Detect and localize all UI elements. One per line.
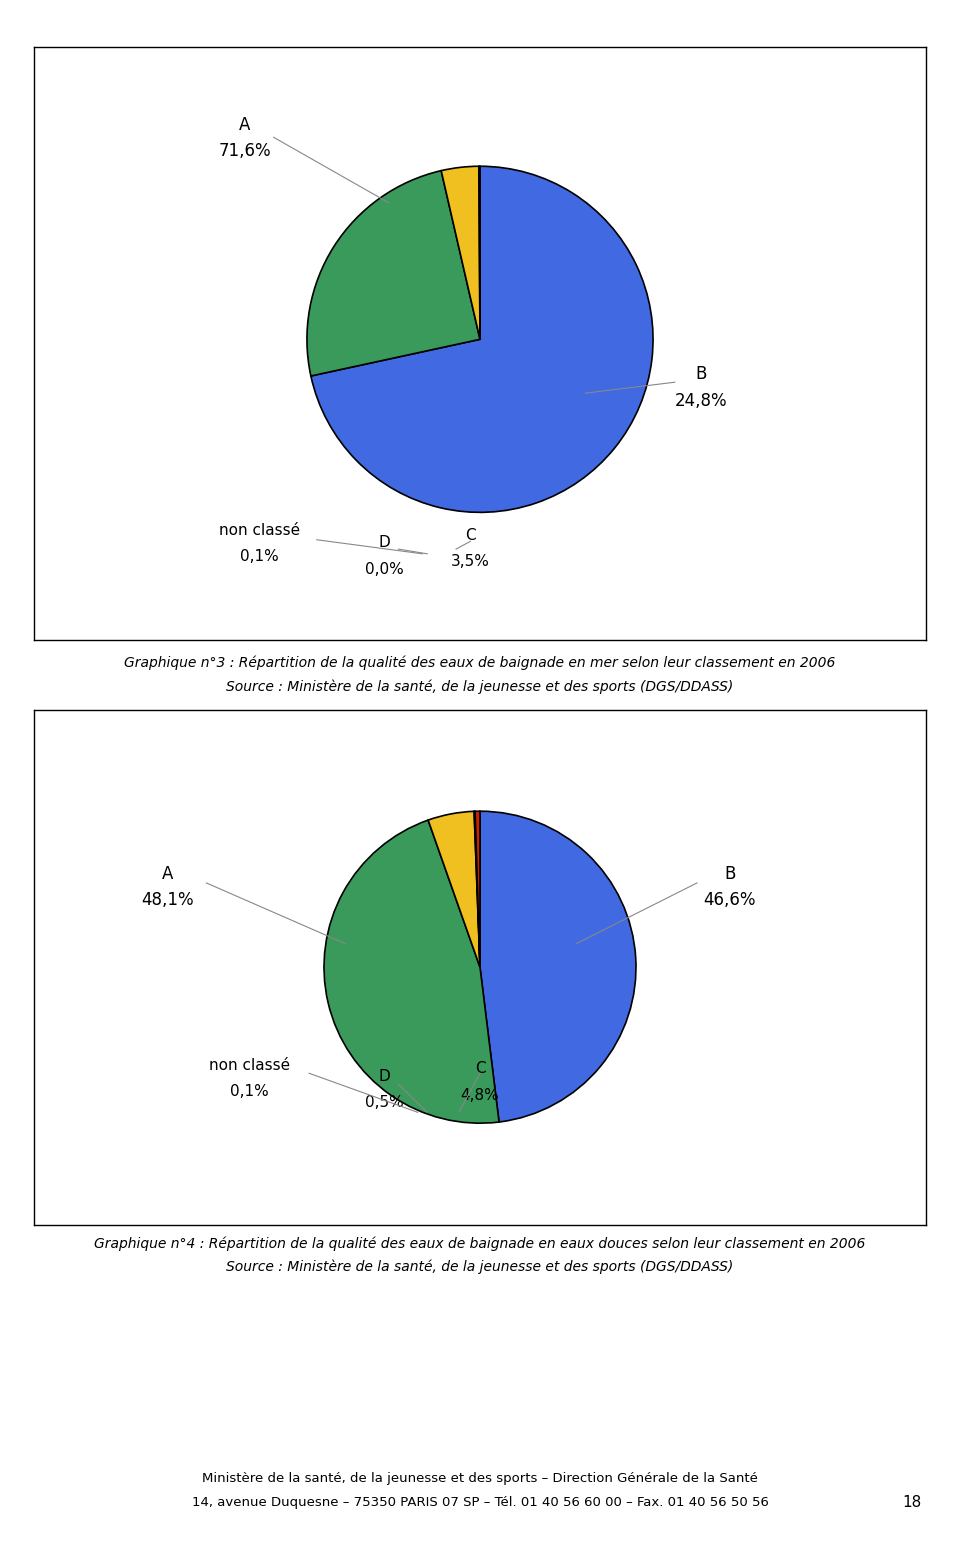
Text: A: A xyxy=(162,864,174,883)
Text: non classé: non classé xyxy=(219,523,300,538)
Text: B: B xyxy=(695,365,707,384)
Text: 3,5%: 3,5% xyxy=(451,554,490,569)
Text: 0,1%: 0,1% xyxy=(240,549,278,565)
Text: D: D xyxy=(378,535,390,551)
Text: 46,6%: 46,6% xyxy=(704,891,756,909)
Wedge shape xyxy=(475,811,480,967)
Wedge shape xyxy=(474,811,480,967)
Text: D: D xyxy=(378,1069,390,1084)
Text: 48,1%: 48,1% xyxy=(142,891,194,909)
Wedge shape xyxy=(442,167,480,340)
Text: Ministère de la santé, de la jeunesse et des sports – Direction Générale de la S: Ministère de la santé, de la jeunesse et… xyxy=(202,1473,758,1485)
Text: Graphique n°3 : Répartition de la qualité des eaux de baignade en mer selon leur: Graphique n°3 : Répartition de la qualit… xyxy=(124,655,836,671)
Text: Source : Ministère de la santé, de la jeunesse et des sports (DGS/DDASS): Source : Ministère de la santé, de la je… xyxy=(227,679,733,694)
Text: C: C xyxy=(465,527,476,543)
Text: 71,6%: 71,6% xyxy=(219,142,271,161)
Text: 14, avenue Duquesne – 75350 PARIS 07 SP – Tél. 01 40 56 60 00 – Fax. 01 40 56 50: 14, avenue Duquesne – 75350 PARIS 07 SP … xyxy=(192,1496,768,1509)
Text: 18: 18 xyxy=(902,1494,922,1510)
Text: 0,0%: 0,0% xyxy=(365,562,403,577)
Text: 0,1%: 0,1% xyxy=(230,1084,269,1100)
Text: non classé: non classé xyxy=(209,1058,290,1073)
Wedge shape xyxy=(324,821,499,1123)
Text: C: C xyxy=(474,1061,486,1076)
Text: 24,8%: 24,8% xyxy=(675,392,727,410)
Wedge shape xyxy=(479,167,480,340)
Text: Graphique n°4 : Répartition de la qualité des eaux de baignade en eaux douces se: Graphique n°4 : Répartition de la qualit… xyxy=(94,1236,866,1251)
Wedge shape xyxy=(480,811,636,1122)
Text: B: B xyxy=(724,864,735,883)
Text: A: A xyxy=(239,115,251,134)
Wedge shape xyxy=(428,811,480,967)
Text: Source : Ministère de la santé, de la jeunesse et des sports (DGS/DDASS): Source : Ministère de la santé, de la je… xyxy=(227,1259,733,1275)
Text: 0,5%: 0,5% xyxy=(365,1095,403,1111)
Wedge shape xyxy=(307,170,480,376)
Wedge shape xyxy=(311,167,653,512)
Text: 4,8%: 4,8% xyxy=(461,1087,499,1103)
